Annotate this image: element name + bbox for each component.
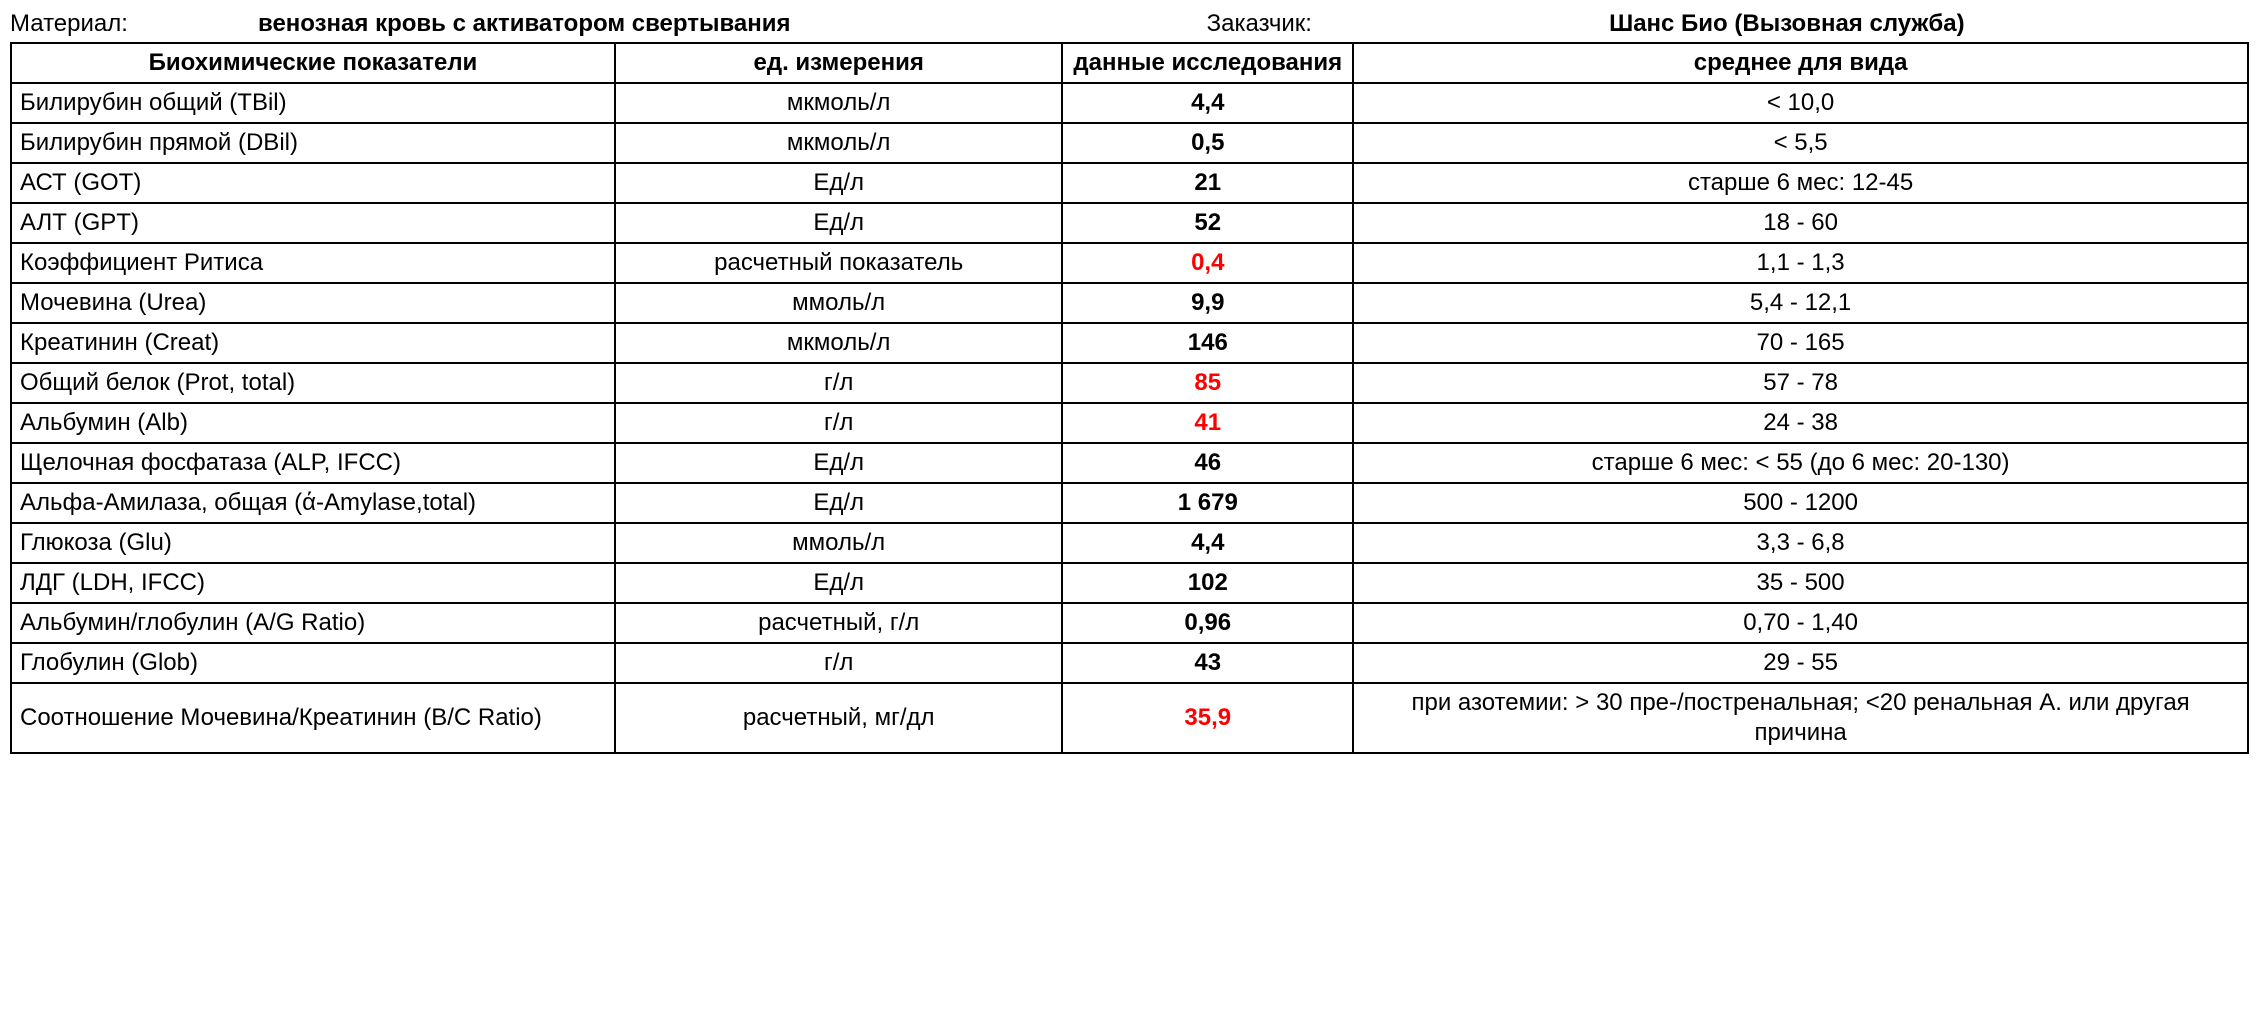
table-row: Общий белок (Prot, total)г/л8557 - 78	[11, 363, 2248, 403]
param-value: 41	[1062, 403, 1353, 443]
param-unit: мкмоль/л	[615, 323, 1062, 363]
param-unit: г/л	[615, 403, 1062, 443]
param-value: 0,5	[1062, 123, 1353, 163]
param-range: < 5,5	[1353, 123, 2248, 163]
param-unit: ммоль/л	[615, 523, 1062, 563]
param-value: 21	[1062, 163, 1353, 203]
param-name: Альбумин/глобулин (A/G Ratio)	[11, 603, 615, 643]
param-value: 102	[1062, 563, 1353, 603]
table-row: Глюкоза (Glu)ммоль/л4,43,3 - 6,8	[11, 523, 2248, 563]
param-unit: Ед/л	[615, 563, 1062, 603]
param-unit: расчетный, г/л	[615, 603, 1062, 643]
param-unit: расчетный, мг/дл	[615, 683, 1062, 753]
param-value: 85	[1062, 363, 1353, 403]
param-unit: Ед/л	[615, 203, 1062, 243]
param-range: 3,3 - 6,8	[1353, 523, 2248, 563]
param-name: Альбумин (Alb)	[11, 403, 615, 443]
param-value: 1 679	[1062, 483, 1353, 523]
param-unit: г/л	[615, 363, 1062, 403]
param-unit: мкмоль/л	[615, 83, 1062, 123]
material-label: Материал:	[10, 10, 250, 38]
param-value: 43	[1062, 643, 1353, 683]
table-row: АСТ (GOT)Ед/л21старше 6 мес: 12-45	[11, 163, 2248, 203]
param-range: < 10,0	[1353, 83, 2248, 123]
material-value: венозная кровь с активатором свертывания	[258, 10, 791, 38]
col-unit-header: ед. измерения	[615, 43, 1062, 83]
param-unit: мкмоль/л	[615, 123, 1062, 163]
customer-field: Заказчик: Шанс Био (Вызовная служба)	[1197, 10, 2249, 38]
param-value: 146	[1062, 323, 1353, 363]
param-unit: г/л	[615, 643, 1062, 683]
param-name: АЛТ (GPT)	[11, 203, 615, 243]
param-value: 4,4	[1062, 523, 1353, 563]
table-row: Альфа-Амилаза, общая (ά-Amylase,total)Ед…	[11, 483, 2248, 523]
col-name-header: Биохимические показатели	[11, 43, 615, 83]
param-range: 70 - 165	[1353, 323, 2248, 363]
param-range: 29 - 55	[1353, 643, 2248, 683]
param-value: 52	[1062, 203, 1353, 243]
table-row: Коэффициент Ритисарасчетный показатель0,…	[11, 243, 2248, 283]
param-range: 24 - 38	[1353, 403, 2248, 443]
table-row: АЛТ (GPT)Ед/л5218 - 60	[11, 203, 2248, 243]
param-name: Коэффициент Ритиса	[11, 243, 615, 283]
col-range-header: среднее для вида	[1353, 43, 2248, 83]
material-field: Материал: венозная кровь с активатором с…	[10, 10, 1197, 38]
param-name: Глобулин (Glob)	[11, 643, 615, 683]
param-unit: расчетный показатель	[615, 243, 1062, 283]
table-row: Билирубин прямой (DBil)мкмоль/л0,5< 5,5	[11, 123, 2248, 163]
param-name: Соотношение Мочевина/Креатинин (B/C Rati…	[11, 683, 615, 753]
table-row: Глобулин (Glob)г/л4329 - 55	[11, 643, 2248, 683]
param-name: Общий белок (Prot, total)	[11, 363, 615, 403]
table-row: Соотношение Мочевина/Креатинин (B/C Rati…	[11, 683, 2248, 753]
customer-value: Шанс Био (Вызовная служба)	[1325, 10, 2249, 38]
param-range: старше 6 мес: < 55 (до 6 мес: 20-130)	[1353, 443, 2248, 483]
col-value-header: данные исследования	[1062, 43, 1353, 83]
param-name: Билирубин прямой (DBil)	[11, 123, 615, 163]
param-range: при азотемии: > 30 пре-/постренальная; <…	[1353, 683, 2248, 753]
param-range: 0,70 - 1,40	[1353, 603, 2248, 643]
param-range: 5,4 - 12,1	[1353, 283, 2248, 323]
param-value: 0,4	[1062, 243, 1353, 283]
table-row: Креатинин (Creat)мкмоль/л14670 - 165	[11, 323, 2248, 363]
param-name: АСТ (GOT)	[11, 163, 615, 203]
param-value: 0,96	[1062, 603, 1353, 643]
param-name: Глюкоза (Glu)	[11, 523, 615, 563]
param-unit: ммоль/л	[615, 283, 1062, 323]
table-header-row: Биохимические показатели ед. измерения д…	[11, 43, 2248, 83]
param-range: старше 6 мес: 12-45	[1353, 163, 2248, 203]
param-unit: Ед/л	[615, 163, 1062, 203]
param-range: 35 - 500	[1353, 563, 2248, 603]
biochem-table: Биохимические показатели ед. измерения д…	[10, 42, 2249, 754]
param-range: 57 - 78	[1353, 363, 2248, 403]
table-row: ЛДГ (LDH, IFCC)Ед/л10235 - 500	[11, 563, 2248, 603]
param-value: 9,9	[1062, 283, 1353, 323]
param-name: Щелочная фосфатаза (ALP, IFCC)	[11, 443, 615, 483]
table-row: Альбумин/глобулин (A/G Ratio)расчетный, …	[11, 603, 2248, 643]
table-row: Мочевина (Urea)ммоль/л9,95,4 - 12,1	[11, 283, 2248, 323]
table-row: Билирубин общий (TBil)мкмоль/л4,4< 10,0	[11, 83, 2248, 123]
param-value: 46	[1062, 443, 1353, 483]
param-name: Билирубин общий (TBil)	[11, 83, 615, 123]
param-name: Мочевина (Urea)	[11, 283, 615, 323]
report-header: Материал: венозная кровь с активатором с…	[10, 10, 2249, 38]
param-value: 35,9	[1062, 683, 1353, 753]
param-range: 18 - 60	[1353, 203, 2248, 243]
customer-label: Заказчик:	[1197, 10, 1317, 38]
param-name: ЛДГ (LDH, IFCC)	[11, 563, 615, 603]
table-row: Альбумин (Alb)г/л4124 - 38	[11, 403, 2248, 443]
param-range: 1,1 - 1,3	[1353, 243, 2248, 283]
table-row: Щелочная фосфатаза (ALP, IFCC)Ед/л46стар…	[11, 443, 2248, 483]
param-range: 500 - 1200	[1353, 483, 2248, 523]
param-unit: Ед/л	[615, 483, 1062, 523]
param-value: 4,4	[1062, 83, 1353, 123]
param-name: Креатинин (Creat)	[11, 323, 615, 363]
param-unit: Ед/л	[615, 443, 1062, 483]
param-name: Альфа-Амилаза, общая (ά-Amylase,total)	[11, 483, 615, 523]
